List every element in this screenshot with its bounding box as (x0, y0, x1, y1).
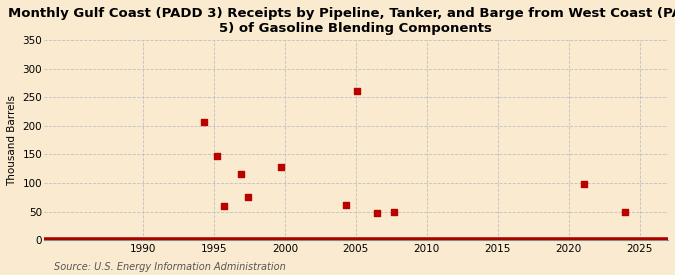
Point (340, 202, 351, 207)
Point (242, 195, 253, 199)
Point (372, 211, 383, 215)
Text: Source: U.S. Energy Information Administration: Source: U.S. Energy Information Administ… (54, 262, 286, 272)
Point (620, 209, 631, 214)
Title: Monthly Gulf Coast (PADD 3) Receipts by Pipeline, Tanker, and Barge from West Co: Monthly Gulf Coast (PADD 3) Receipts by … (8, 7, 675, 35)
Point (211, 154, 222, 158)
Point (275, 165, 286, 169)
Point (219, 204, 230, 208)
Point (236, 172, 246, 177)
Point (198, 120, 209, 124)
Point (352, 88, 362, 93)
Point (389, 209, 400, 214)
Y-axis label: Thousand Barrels: Thousand Barrels (7, 95, 17, 186)
Point (579, 182, 590, 186)
